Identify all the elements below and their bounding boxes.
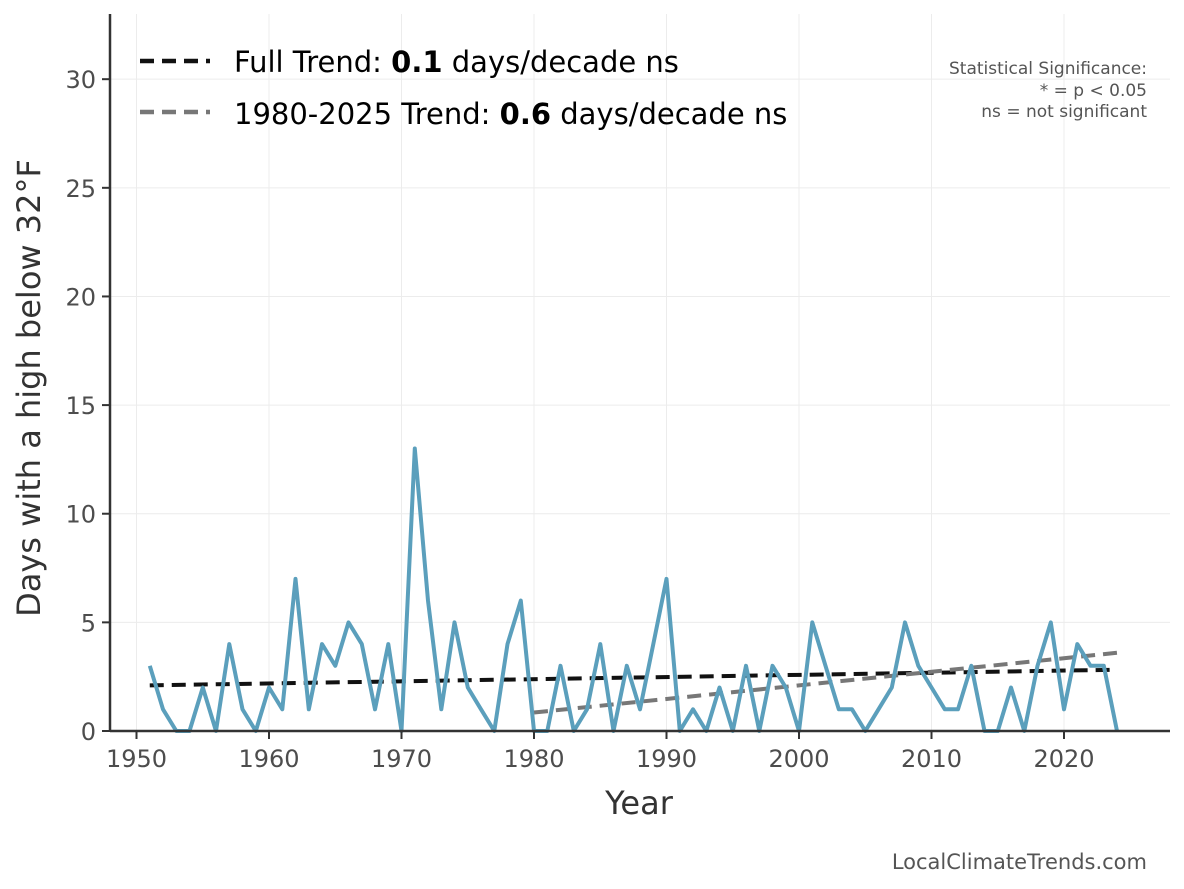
x-axis-ticks: 1950 1960 1970 1980 1990 2000 2010 2020 [106, 731, 1095, 773]
x-axis-title: Year [604, 784, 674, 822]
trend-line-full [149, 667, 1118, 688]
legend-label-full-trend: Full Trend: 0.1 days/decade ns [234, 45, 679, 79]
legend: Full Trend: 0.1 days/decade ns 1980-2025… [140, 45, 787, 131]
y-tick-label-10: 10 [65, 501, 96, 529]
legend-value-full-trend: 0.1 [391, 45, 442, 79]
x-tick-label-2000: 2000 [768, 745, 829, 773]
trend-line-1980-2025 [533, 650, 1118, 715]
y-axis-ticks: 0 5 10 15 20 25 30 [65, 66, 110, 746]
significance-line-2: * = p < 0.05 [1040, 81, 1147, 101]
credit-text: LocalClimateTrends.com [892, 850, 1147, 874]
significance-note: Statistical Significance: * = p < 0.05 n… [949, 59, 1147, 122]
y-tick-label-20: 20 [65, 283, 96, 311]
y-tick-label-5: 5 [81, 609, 96, 637]
significance-line-3: ns = not significant [981, 102, 1147, 122]
x-tick-label-1950: 1950 [106, 745, 167, 773]
legend-prefix-full-trend: Full Trend: [234, 45, 391, 79]
series-line-days-below-32 [147, 446, 1119, 733]
trend-lines [149, 650, 1118, 715]
x-tick-label-1990: 1990 [636, 745, 697, 773]
x-tick-label-1960: 1960 [238, 745, 299, 773]
legend-prefix-1980-trend: 1980-2025 Trend: [234, 97, 500, 131]
legend-label-1980-trend: 1980-2025 Trend: 0.6 days/decade ns [234, 97, 787, 131]
x-tick-label-1980: 1980 [503, 745, 564, 773]
x-tick-label-1970: 1970 [371, 745, 432, 773]
y-tick-label-30: 30 [65, 66, 96, 94]
y-tick-label-0: 0 [81, 718, 96, 746]
y-tick-label-15: 15 [65, 392, 96, 420]
significance-line-1: Statistical Significance: [949, 59, 1147, 79]
x-tick-label-2010: 2010 [901, 745, 962, 773]
legend-suffix-1980-trend: days/decade ns [551, 97, 787, 131]
legend-suffix-full-trend: days/decade ns [443, 45, 679, 79]
y-tick-label-25: 25 [65, 175, 96, 203]
legend-value-1980-trend: 0.6 [500, 97, 551, 131]
y-axis-title: Days with a high below 32°F [10, 159, 48, 617]
gridlines [110, 14, 1170, 732]
x-tick-label-2020: 2020 [1033, 745, 1094, 773]
